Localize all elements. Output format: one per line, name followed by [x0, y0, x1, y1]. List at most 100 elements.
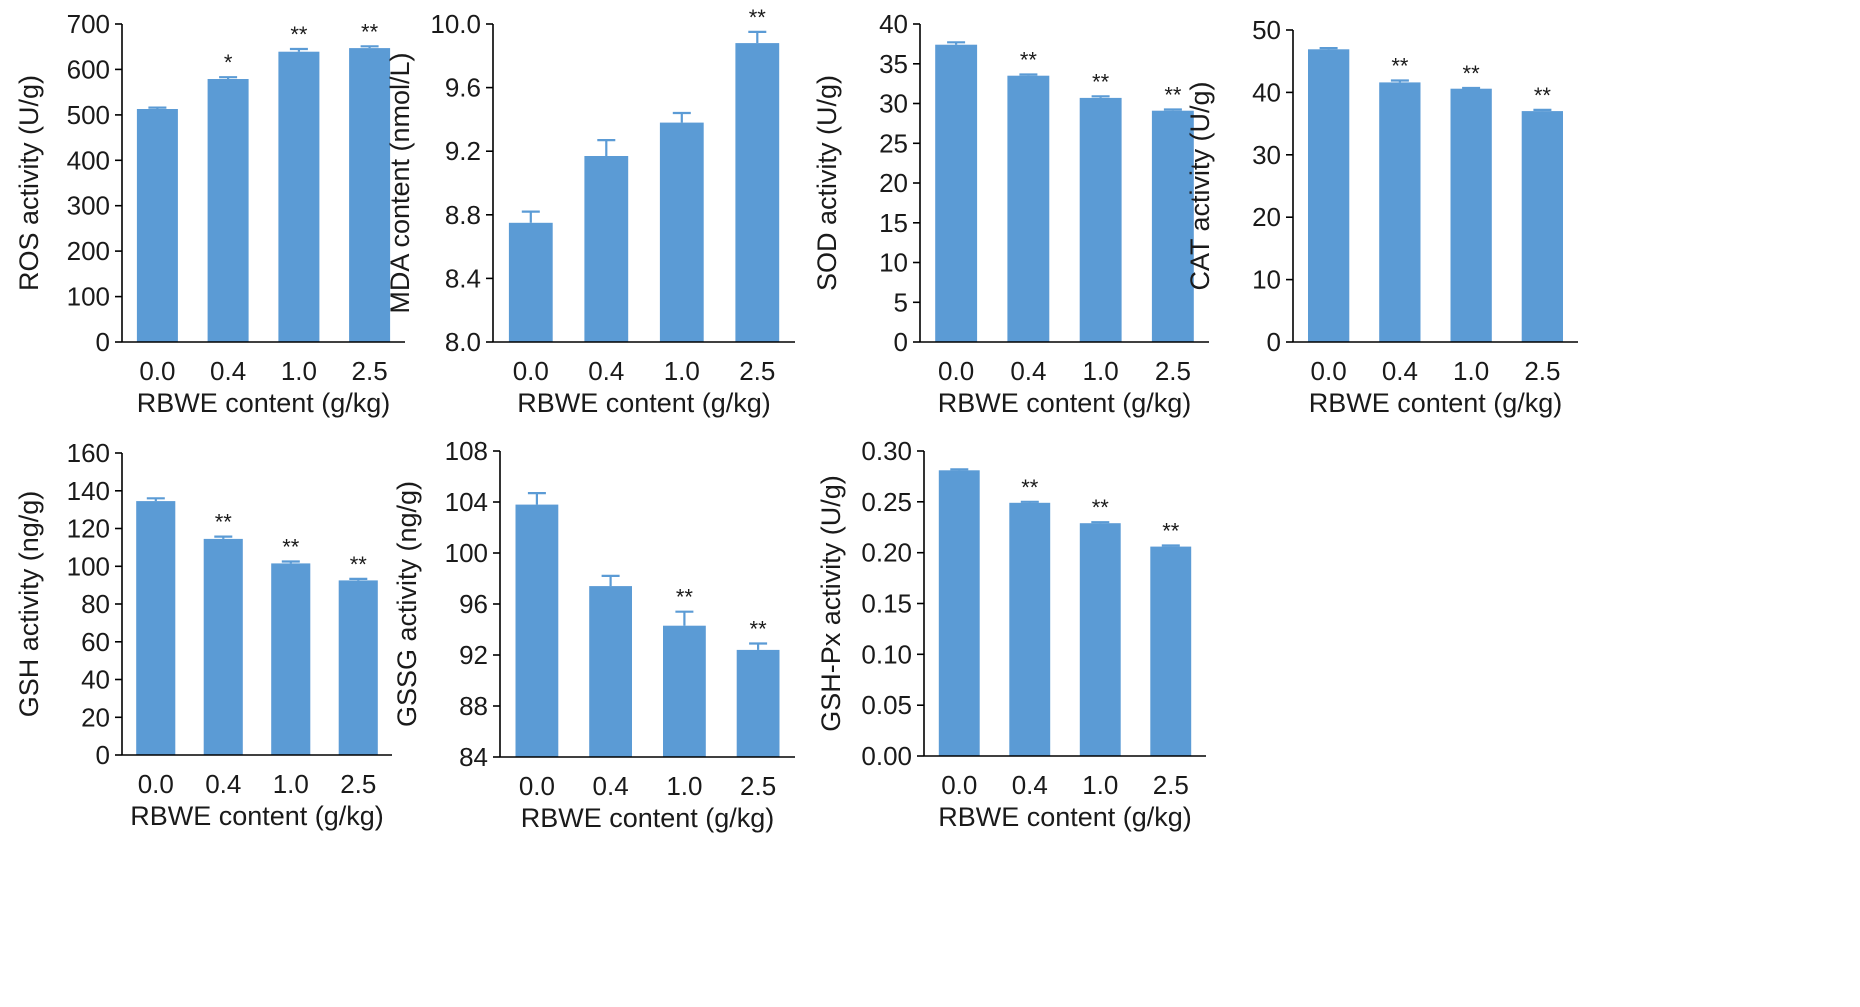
x-tick-label-gshpx: 1.0 [1082, 770, 1118, 800]
x-tick-label-cat: 0.4 [1382, 356, 1418, 386]
y-tick-label-cat: 20 [1252, 202, 1281, 232]
significance-ros-1.0: ** [290, 22, 308, 47]
y-tick-label-mda: 8.4 [445, 263, 481, 293]
bar-sod-1.0 [1079, 97, 1122, 343]
significance-ros-2.5: ** [361, 19, 379, 44]
error-bar-sod-0.0 [947, 41, 966, 45]
significance-gsh-1.0: ** [282, 535, 300, 560]
x-axis-title-gssg: RBWE content (g/kg) [521, 803, 775, 833]
chart-gsh: 0.0 ** 0.4 ** 1.0 ** 2.5 0 20 40 60 80 100 120 140 160 R… [14, 438, 392, 831]
error-bar-gshpx-2.5 [1161, 544, 1180, 547]
bar-ros-1.0 [278, 51, 320, 342]
y-tick-label-gssg: 84 [459, 742, 488, 772]
y-tick-label-mda: 10.0 [430, 9, 481, 39]
bar-ros-0.4 [207, 79, 249, 342]
x-axis-title-gshpx: RBWE content (g/kg) [938, 802, 1192, 832]
y-tick-label-gsh: 40 [81, 665, 110, 695]
y-tick-label-sod: 40 [879, 9, 908, 39]
bar-sod-2.5 [1151, 110, 1194, 342]
bar-ros-2.5 [349, 48, 391, 342]
y-tick-label-ros: 200 [67, 236, 110, 266]
x-tick-label-gsh: 0.4 [205, 769, 241, 799]
bar-gsh-0.0 [136, 501, 176, 755]
x-tick-label-ros: 0.4 [210, 356, 246, 386]
y-tick-label-cat: 0 [1267, 327, 1281, 357]
x-axis-title-mda: RBWE content (g/kg) [517, 388, 771, 418]
bar-cat-0.0 [1308, 49, 1350, 343]
bar-gssg-0.4 [589, 586, 632, 757]
bar-gssg-2.5 [736, 649, 780, 757]
error-bar-cat-0.0 [1319, 46, 1338, 50]
x-tick-label-sod: 0.0 [938, 356, 974, 386]
error-bar-cat-0.4 [1390, 79, 1409, 83]
y-tick-label-gssg: 104 [445, 487, 488, 517]
chart-sod: 0.0 ** 0.4 ** 1.0 ** 2.5 0 5 10 15 20 25 30 35 40 RBWE c… [812, 9, 1209, 418]
bar-gshpx-2.5 [1150, 546, 1192, 756]
y-tick-label-ros: 700 [67, 9, 110, 39]
error-bar-gsh-2.5 [349, 577, 368, 581]
y-axis-title-gsh: GSH activity (ng/g) [14, 491, 44, 718]
y-tick-label-gsh: 0 [96, 740, 110, 770]
y-tick-label-gshpx: 0.15 [861, 589, 912, 619]
y-tick-label-cat: 40 [1252, 77, 1281, 107]
error-bar-sod-0.4 [1019, 73, 1038, 76]
chart-ros: 0.0 * 0.4 ** 1.0 ** 2.5 0 100 200 300 400 500 600 700 R… [14, 9, 405, 418]
error-bar-mda-0.4 [597, 139, 616, 156]
bar-mda-0.4 [584, 156, 629, 342]
y-tick-label-sod: 10 [879, 248, 908, 278]
y-tick-label-mda: 8.8 [445, 200, 481, 230]
bar-gshpx-1.0 [1079, 523, 1121, 756]
bar-gsh-1.0 [271, 563, 311, 755]
error-bar-gshpx-0.4 [1020, 500, 1039, 503]
x-tick-label-cat: 1.0 [1453, 356, 1489, 386]
x-axis-title-sod: RBWE content (g/kg) [938, 388, 1192, 418]
significance-gssg-2.5: ** [750, 617, 768, 642]
x-tick-label-sod: 0.4 [1010, 356, 1046, 386]
significance-gshpx-0.4: ** [1021, 475, 1039, 500]
error-bar-gshpx-0.0 [950, 468, 969, 471]
y-tick-label-ros: 400 [67, 145, 110, 175]
x-tick-label-mda: 1.0 [664, 356, 700, 386]
y-tick-label-gsh: 20 [81, 702, 110, 732]
y-tick-label-cat: 30 [1252, 140, 1281, 170]
error-bar-gsh-1.0 [281, 560, 300, 564]
significance-mda-2.5: ** [749, 5, 767, 30]
x-tick-label-sod: 2.5 [1155, 356, 1191, 386]
x-tick-label-gshpx: 2.5 [1153, 770, 1189, 800]
error-bar-gshpx-1.0 [1091, 521, 1110, 524]
bar-ros-0.0 [136, 109, 178, 342]
y-tick-label-sod: 20 [879, 168, 908, 198]
y-tick-label-ros: 300 [67, 191, 110, 221]
x-tick-label-mda: 0.0 [513, 356, 549, 386]
chart-cat: 0.0 ** 0.4 ** 1.0 ** 2.5 0 10 20 30 40 50 RBWE conten… [1185, 15, 1578, 418]
x-tick-label-sod: 1.0 [1083, 356, 1119, 386]
y-tick-label-gshpx: 0.00 [861, 741, 912, 771]
bar-mda-2.5 [735, 43, 780, 342]
y-tick-label-gssg: 100 [445, 538, 488, 568]
error-bar-cat-2.5 [1533, 108, 1552, 112]
error-bar-ros-0.4 [219, 76, 238, 79]
error-bar-sod-2.5 [1163, 108, 1182, 111]
error-bar-gssg-2.5 [749, 642, 768, 650]
y-tick-label-gsh: 80 [81, 589, 110, 619]
error-bar-gsh-0.0 [146, 497, 165, 502]
bar-gsh-2.5 [338, 580, 378, 755]
bar-mda-0.0 [508, 222, 553, 343]
error-bar-cat-1.0 [1462, 86, 1481, 90]
y-axis-title-gshpx: GSH-Px activity (U/g) [816, 475, 846, 732]
y-tick-label-gshpx: 0.05 [861, 690, 912, 720]
x-axis-title-cat: RBWE content (g/kg) [1309, 388, 1563, 418]
y-tick-label-mda: 8.0 [445, 327, 481, 357]
y-tick-label-mda: 9.2 [445, 136, 481, 166]
y-axis-title-mda: MDA content (nmol/L) [385, 52, 415, 313]
x-tick-label-gsh: 1.0 [273, 769, 309, 799]
error-bar-sod-1.0 [1091, 95, 1110, 98]
bar-cat-1.0 [1450, 88, 1492, 342]
y-tick-label-mda: 9.6 [445, 73, 481, 103]
significance-ros-0.4: * [224, 50, 233, 75]
error-bar-ros-2.5 [360, 45, 379, 49]
significance-sod-0.4: ** [1020, 48, 1038, 73]
x-tick-label-cat: 0.0 [1311, 356, 1347, 386]
y-tick-label-gsh: 60 [81, 627, 110, 657]
x-tick-label-gsh: 2.5 [340, 769, 376, 799]
